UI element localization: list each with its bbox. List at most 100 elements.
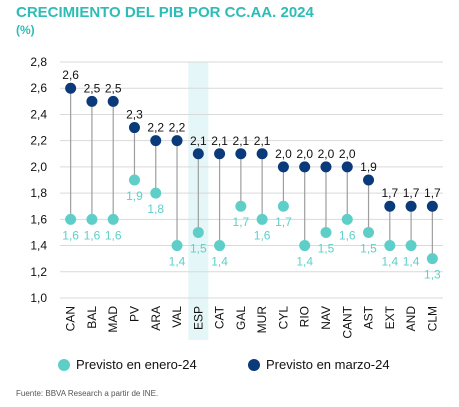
data-label-enero: 1,4 bbox=[403, 255, 420, 269]
data-label-marzo: 1,7 bbox=[381, 186, 398, 200]
chart-area: 1,0 1,2 1,4 1,6 1,8 2,0 2,2 2,4 2,6 2,8 2,6 1,6 CAN 2… bbox=[30, 55, 443, 340]
y-tick-label: 2,2 bbox=[30, 134, 47, 148]
point-marzo bbox=[214, 148, 226, 160]
point-enero bbox=[150, 187, 162, 199]
x-tick-label: AST bbox=[362, 305, 376, 329]
x-tick-label: MUR bbox=[255, 306, 269, 334]
data-label-enero: 1,6 bbox=[105, 228, 122, 242]
point-marzo bbox=[341, 161, 353, 173]
x-tick-label: PV bbox=[127, 306, 141, 322]
y-tick-label: 1,4 bbox=[30, 239, 47, 253]
data-label-enero: 1,4 bbox=[211, 255, 228, 269]
x-tick-label: RIO bbox=[298, 306, 312, 327]
point-marzo bbox=[320, 161, 332, 173]
legend-item-enero: Previsto en enero-24 bbox=[58, 357, 197, 372]
point-marzo bbox=[256, 148, 268, 160]
chart-title: CRECIMIENTO DEL PIB POR CC.AA. 2024 bbox=[16, 4, 314, 21]
point-marzo bbox=[192, 148, 204, 160]
data-label-marzo: 2,0 bbox=[318, 147, 335, 161]
y-tick-label: 2,0 bbox=[30, 160, 47, 174]
point-enero bbox=[363, 226, 375, 238]
y-tick-label: 1,0 bbox=[30, 291, 47, 305]
y-tick-label: 1,6 bbox=[30, 212, 47, 226]
y-tick-label: 2,6 bbox=[30, 81, 47, 95]
point-marzo bbox=[277, 161, 289, 173]
point-enero bbox=[320, 226, 332, 238]
data-label-marzo: 2,5 bbox=[105, 81, 122, 95]
data-label-enero: 1,4 bbox=[381, 255, 398, 269]
point-enero bbox=[86, 213, 98, 225]
x-tick-label: CYL bbox=[276, 306, 290, 330]
data-label-marzo: 2,0 bbox=[296, 147, 313, 161]
data-label-marzo: 2,0 bbox=[339, 147, 356, 161]
data-label-enero: 1,3 bbox=[424, 268, 441, 282]
point-enero bbox=[107, 213, 119, 225]
data-label-enero: 1,5 bbox=[318, 241, 335, 255]
legend-marker-enero bbox=[58, 358, 70, 371]
point-marzo bbox=[405, 200, 417, 212]
data-label-enero: 1,6 bbox=[254, 228, 271, 242]
x-tick-label: CAT bbox=[213, 305, 227, 329]
y-tick-label: 2,4 bbox=[30, 107, 47, 121]
x-tick-label: VAL bbox=[170, 306, 184, 328]
point-enero bbox=[65, 213, 77, 225]
legend-label-marzo: Previsto en marzo-24 bbox=[266, 357, 390, 372]
point-enero bbox=[214, 240, 226, 252]
x-tick-label: GAL bbox=[234, 306, 248, 330]
point-enero bbox=[405, 240, 417, 252]
point-marzo bbox=[86, 95, 98, 107]
data-label-marzo: 2,1 bbox=[190, 134, 207, 148]
x-tick-label: ESP bbox=[191, 306, 205, 330]
source-note: Fuente: BBVA Research a partir de INE. bbox=[16, 389, 159, 398]
data-label-marzo: 2,3 bbox=[126, 108, 143, 122]
x-tick-label: CANT bbox=[340, 305, 354, 338]
data-label-marzo: 1,9 bbox=[360, 160, 377, 174]
point-enero bbox=[171, 240, 183, 252]
data-label-marzo: 1,7 bbox=[403, 186, 420, 200]
point-marzo bbox=[299, 161, 311, 173]
point-marzo bbox=[65, 82, 77, 94]
point-enero bbox=[256, 213, 268, 225]
data-label-marzo: 1,7 bbox=[424, 186, 441, 200]
legend-item-marzo: Previsto en marzo-24 bbox=[248, 357, 390, 372]
data-label-enero: 1,7 bbox=[233, 215, 250, 229]
data-label-marzo: 2,1 bbox=[233, 134, 250, 148]
point-enero bbox=[341, 213, 353, 225]
data-label-enero: 1,8 bbox=[147, 202, 164, 216]
x-tick-label: ARA bbox=[149, 306, 163, 331]
x-tick-label: AND bbox=[404, 306, 418, 332]
data-label-enero: 1,7 bbox=[275, 215, 292, 229]
point-enero bbox=[384, 240, 396, 252]
point-enero bbox=[426, 253, 438, 265]
point-enero bbox=[277, 200, 289, 212]
point-enero bbox=[192, 226, 204, 238]
legend-label-enero: Previsto en enero-24 bbox=[76, 357, 197, 372]
data-label-marzo: 2,0 bbox=[275, 147, 292, 161]
data-label-enero: 1,4 bbox=[169, 255, 186, 269]
point-marzo bbox=[171, 135, 183, 147]
point-marzo bbox=[150, 135, 162, 147]
y-tick-label: 1,8 bbox=[30, 186, 47, 200]
y-tick-label: 2,8 bbox=[30, 55, 47, 69]
data-label-marzo: 2,2 bbox=[169, 121, 186, 135]
point-marzo bbox=[107, 95, 119, 107]
data-label-enero: 1,5 bbox=[360, 241, 377, 255]
point-marzo bbox=[128, 122, 140, 134]
legend-marker-marzo bbox=[248, 358, 260, 371]
legend: Previsto en enero-24 Previsto en marzo-2… bbox=[0, 357, 459, 377]
y-tick-label: 1,2 bbox=[30, 265, 47, 279]
x-tick-label: NAV bbox=[319, 306, 333, 330]
x-tick-label: BAL bbox=[85, 306, 99, 329]
data-label-enero: 1,6 bbox=[62, 228, 79, 242]
data-label-marzo: 2,6 bbox=[62, 68, 79, 82]
data-label-enero: 1,4 bbox=[296, 255, 313, 269]
data-label-enero: 1,6 bbox=[339, 228, 356, 242]
data-label-enero: 1,9 bbox=[126, 189, 143, 203]
data-label-enero: 1,6 bbox=[84, 228, 101, 242]
data-label-marzo: 2,1 bbox=[211, 134, 228, 148]
data-label-marzo: 2,1 bbox=[254, 134, 271, 148]
data-label-marzo: 2,5 bbox=[84, 81, 101, 95]
data-label-marzo: 2,2 bbox=[147, 121, 164, 135]
x-tick-label: CLM bbox=[425, 306, 439, 331]
data-label-enero: 1,5 bbox=[190, 241, 207, 255]
